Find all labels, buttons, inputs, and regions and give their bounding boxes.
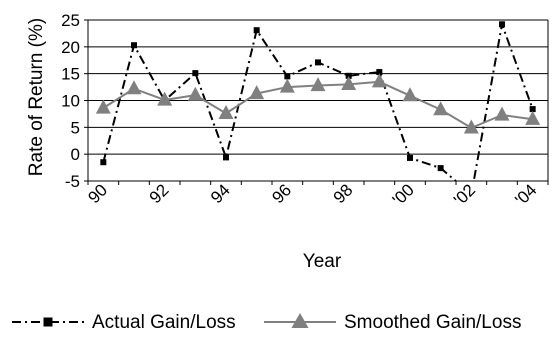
data-point-actual-gain-loss bbox=[407, 154, 413, 161]
y-axis-label: Rate of Return (%) bbox=[26, 18, 47, 176]
y-tick-label: 10 bbox=[61, 92, 80, 111]
y-tick-label: -5 bbox=[65, 172, 80, 191]
data-point-smoothed-gain-loss bbox=[187, 86, 203, 101]
data-point-smoothed-gain-loss bbox=[341, 76, 357, 90]
data-point-smoothed-gain-loss bbox=[95, 99, 111, 114]
y-tick-label: 25 bbox=[61, 11, 80, 30]
x-axis-label: Year bbox=[303, 251, 342, 272]
legend-label: Actual Gain/Loss bbox=[92, 312, 236, 333]
x-tick-label: '04 bbox=[511, 180, 540, 209]
data-point-smoothed-gain-loss bbox=[218, 104, 234, 119]
data-point-actual-gain-loss bbox=[345, 72, 352, 79]
data-point-actual-gain-loss bbox=[315, 59, 321, 66]
data-point-actual-gain-loss bbox=[223, 154, 229, 161]
x-tick-label: '02 bbox=[450, 180, 479, 209]
data-point-smoothed-gain-loss bbox=[279, 78, 295, 93]
data-point-smoothed-gain-loss bbox=[371, 73, 387, 88]
legend-item-smoothed-gain-loss: Smoothed Gain/Loss bbox=[264, 312, 521, 333]
data-point-actual-gain-loss bbox=[499, 21, 505, 28]
data-point-smoothed-gain-loss bbox=[402, 87, 418, 102]
legend-swatch-marker bbox=[291, 313, 309, 328]
legend-swatch-marker bbox=[43, 317, 53, 327]
y-tick-label: 5 bbox=[71, 118, 80, 137]
y-tick-label: 15 bbox=[61, 65, 80, 84]
data-point-smoothed-gain-loss bbox=[433, 101, 449, 116]
data-point-smoothed-gain-loss bbox=[494, 106, 510, 121]
data-point-smoothed-gain-loss bbox=[249, 85, 265, 100]
legend-item-actual-gain-loss: Actual Gain/Loss bbox=[12, 312, 236, 333]
data-point-actual-gain-loss bbox=[131, 42, 137, 49]
data-point-smoothed-gain-loss bbox=[463, 119, 479, 134]
legend: Actual Gain/Loss Smoothed Gain/Loss bbox=[12, 312, 521, 333]
data-point-smoothed-gain-loss bbox=[157, 91, 173, 106]
data-point-actual-gain-loss bbox=[529, 106, 536, 113]
data-point-actual-gain-loss bbox=[100, 159, 107, 166]
axes bbox=[84, 19, 549, 185]
data-point-actual-gain-loss bbox=[253, 27, 260, 34]
data-point-smoothed-gain-loss bbox=[310, 77, 326, 92]
y-tick-label: 0 bbox=[71, 145, 80, 164]
data-point-actual-gain-loss bbox=[284, 73, 291, 80]
x-tick-labels: 90 92 94 96 98'00'02'04 bbox=[84, 180, 540, 209]
y-tick-label: 20 bbox=[61, 38, 80, 57]
series-line-actual-gain-loss bbox=[102, 23, 534, 181]
series-layer bbox=[95, 21, 541, 181]
legend-label: Smoothed Gain/Loss bbox=[344, 312, 521, 333]
y-tick-labels: -5 0 5 10 15 20 25 bbox=[61, 11, 80, 191]
data-point-actual-gain-loss bbox=[192, 70, 199, 77]
data-point-smoothed-gain-loss bbox=[525, 110, 541, 125]
data-point-smoothed-gain-loss bbox=[126, 80, 142, 95]
data-point-actual-gain-loss bbox=[437, 165, 444, 172]
data-point-actual-gain-loss bbox=[376, 69, 383, 76]
x-tick-label: '00 bbox=[389, 180, 418, 209]
